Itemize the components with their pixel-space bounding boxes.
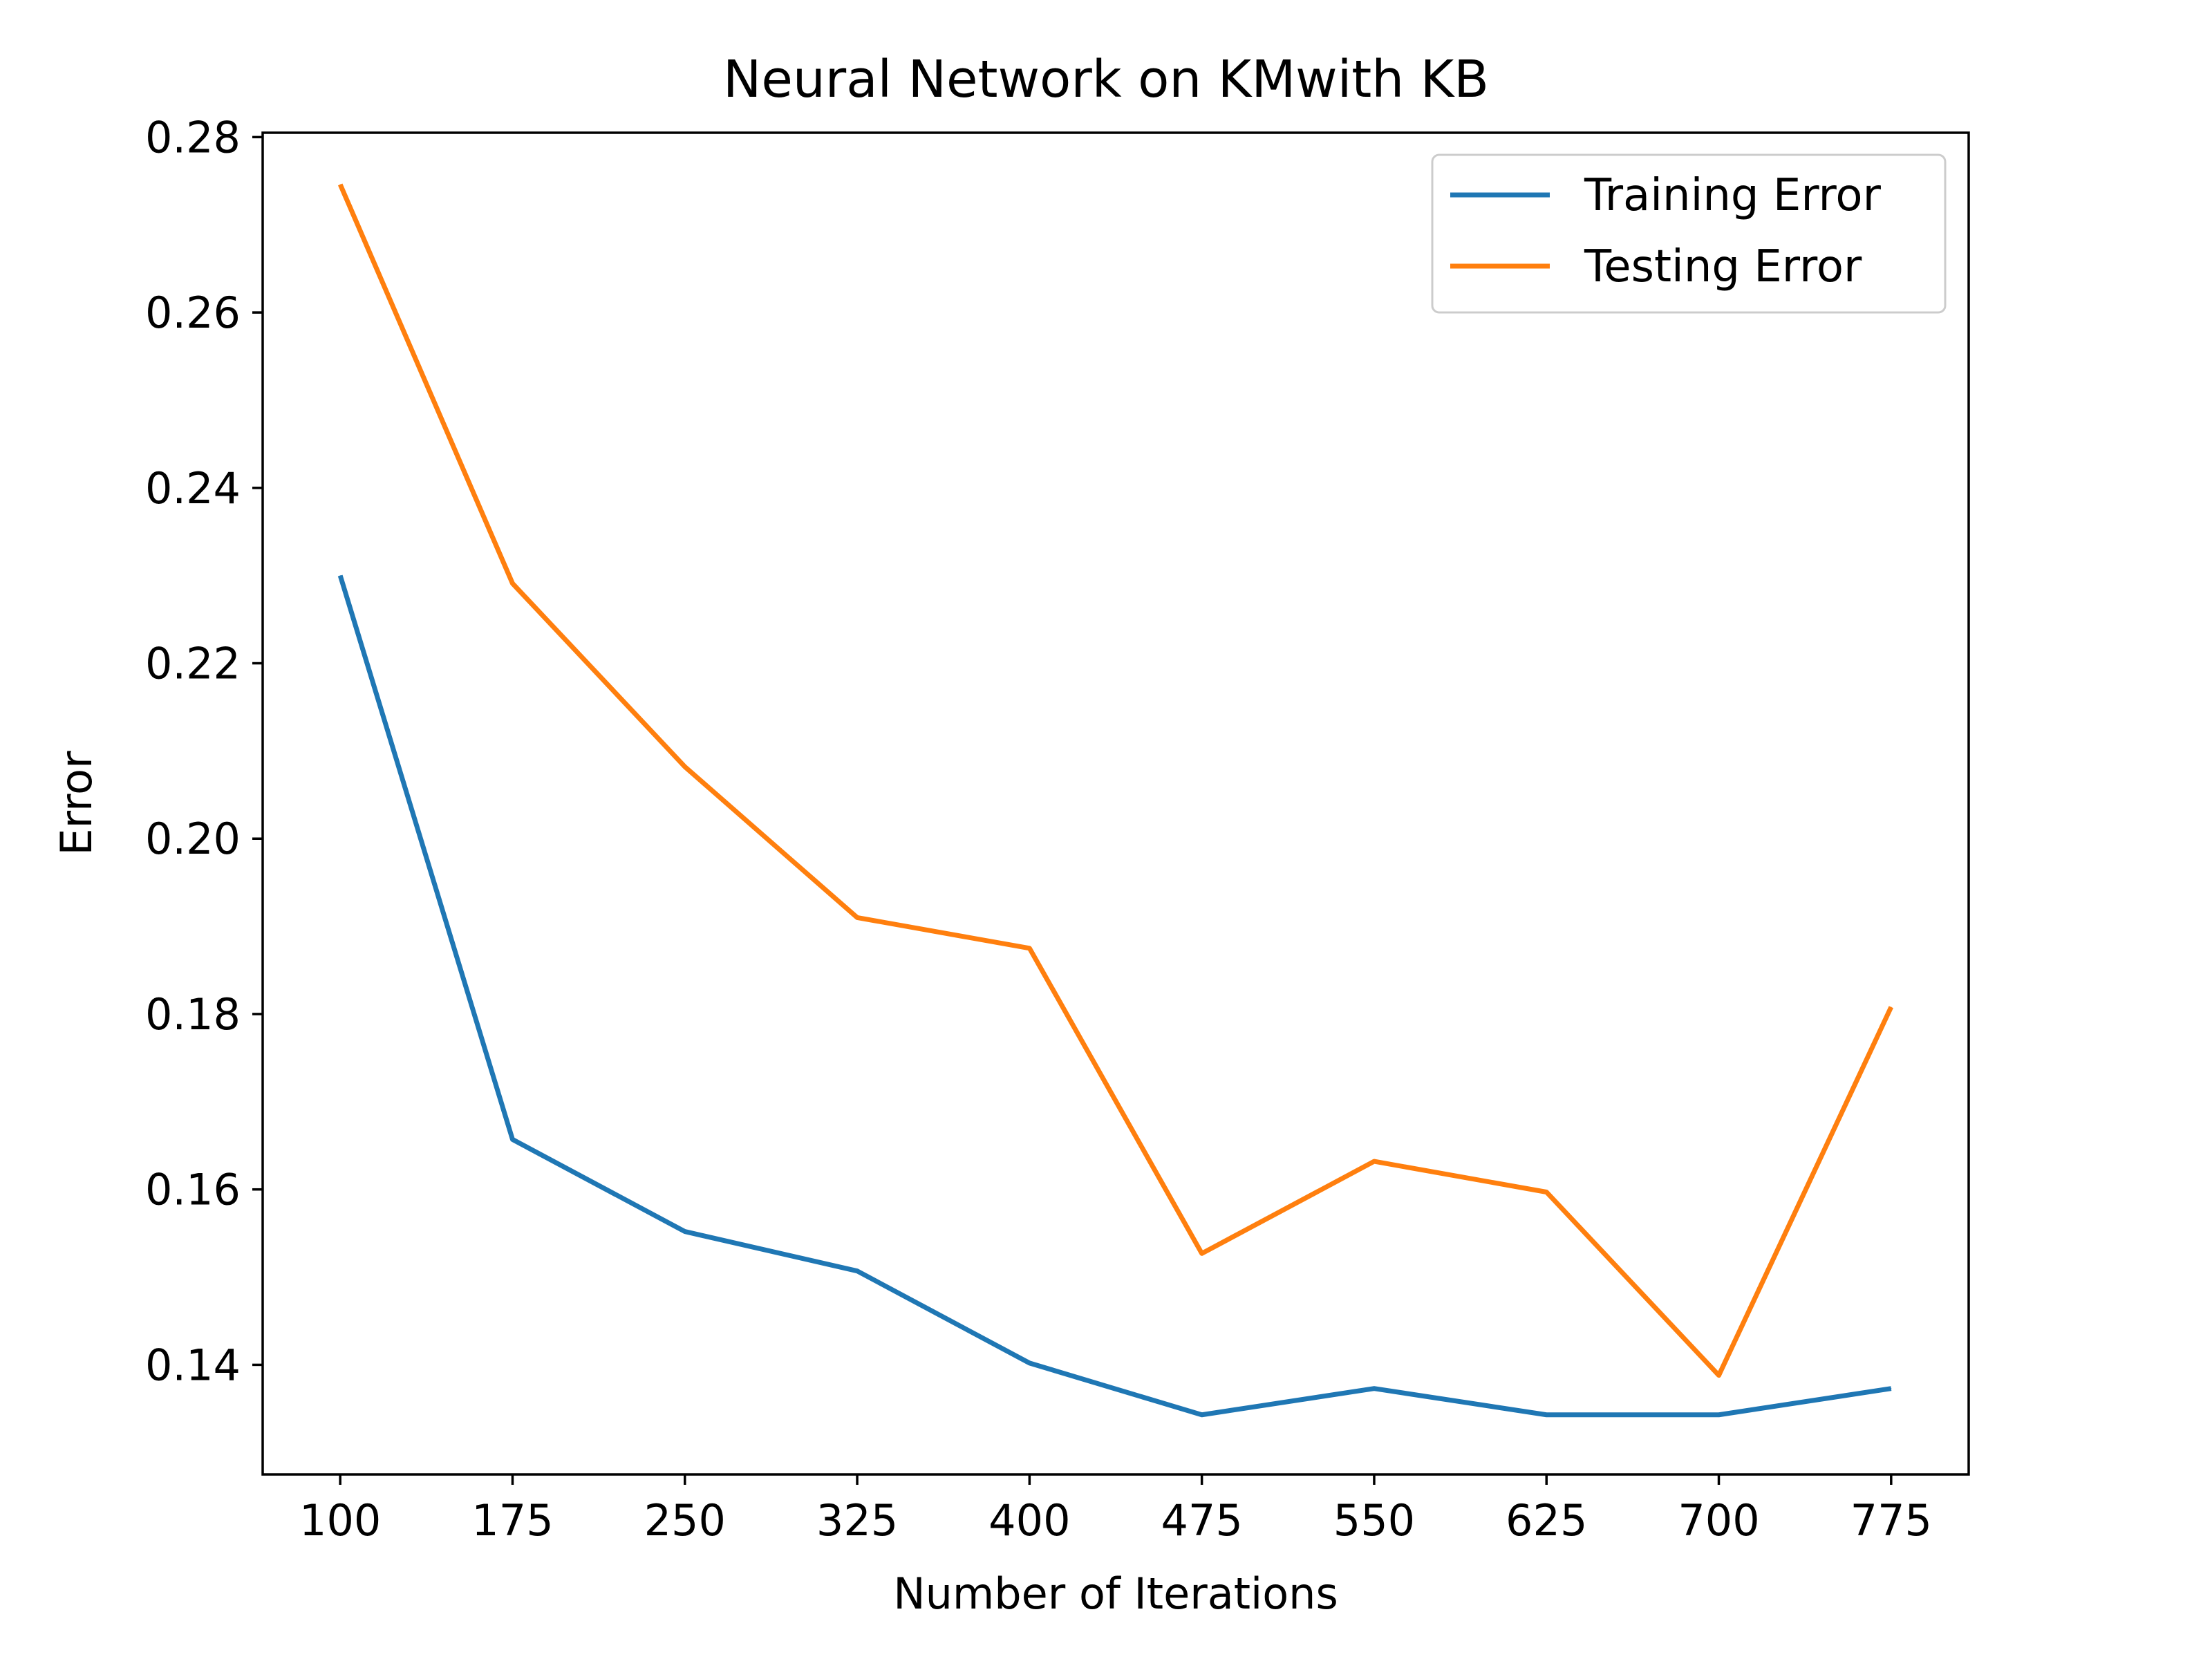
x-tick-label: 625 xyxy=(1506,1495,1587,1546)
testing-error-legend-label: Testing Error xyxy=(1584,241,1862,292)
training-error-point xyxy=(1718,1414,1720,1416)
y-tick-label: 0.26 xyxy=(145,288,241,338)
x-tick-label: 475 xyxy=(1161,1495,1242,1546)
y-tick-label: 0.14 xyxy=(145,1340,241,1390)
testing-error-point xyxy=(512,583,513,584)
x-tick-label: 325 xyxy=(816,1495,898,1546)
training-error-point xyxy=(512,1138,513,1140)
x-tick-label: 550 xyxy=(1333,1495,1415,1546)
x-tick-label: 100 xyxy=(299,1495,381,1546)
testing-error-point xyxy=(856,917,858,918)
y-axis-label: Error xyxy=(51,751,102,856)
training-error-point xyxy=(1546,1414,1547,1416)
testing-error-point xyxy=(1201,1253,1203,1254)
x-tick-label: 400 xyxy=(988,1495,1070,1546)
x-tick-label: 175 xyxy=(471,1495,553,1546)
training-error-point xyxy=(339,575,341,577)
x-tick-label: 250 xyxy=(644,1495,726,1546)
training-error-legend-label: Training Error xyxy=(1584,170,1882,221)
x-tick-label: 700 xyxy=(1678,1495,1759,1546)
training-error-line xyxy=(337,574,1892,1418)
y-tick-label: 0.16 xyxy=(145,1165,241,1215)
y-axis: 0.14 0.16 0.18 0.20 0.22 0.24 0.26 0.28 xyxy=(145,112,263,1390)
legend-box xyxy=(1431,153,1947,314)
x-axis: 100 175 250 325 400 475 550 625 700 775 xyxy=(299,1474,1932,1546)
testing-error-point xyxy=(339,184,341,185)
training-error-point xyxy=(1029,1362,1030,1364)
y-tick-label: 0.24 xyxy=(145,463,241,514)
y-tick-label: 0.28 xyxy=(145,112,241,162)
y-tick-label: 0.18 xyxy=(145,989,241,1040)
x-axis-label: Number of Iterations xyxy=(893,1568,1338,1619)
axes-frame xyxy=(261,131,1970,1476)
y-tick-label: 0.20 xyxy=(145,814,241,864)
x-tick-label: 775 xyxy=(1850,1495,1932,1546)
training-error-point xyxy=(684,1231,686,1232)
chart-title: Neural Network on KMwith KB xyxy=(723,50,1489,109)
testing-error-point xyxy=(1718,1375,1720,1376)
testing-error-line xyxy=(337,183,1893,1378)
legend: Training Error Testing Error xyxy=(1431,153,1947,314)
y-tick-label: 0.22 xyxy=(145,639,241,689)
training-error-point xyxy=(1201,1414,1203,1416)
plot-area xyxy=(337,183,1893,1418)
